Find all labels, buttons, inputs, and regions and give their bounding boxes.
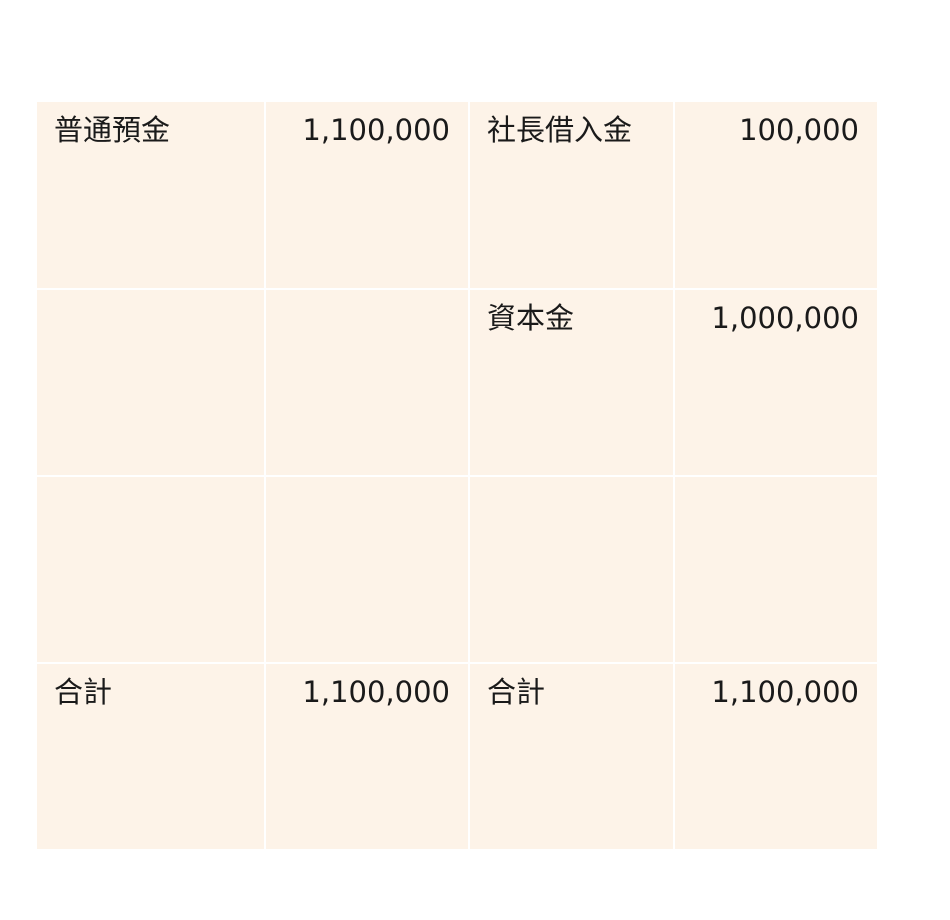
right-amount-cell: 1,000,000	[675, 290, 877, 475]
right-label-cell	[470, 477, 673, 662]
left-label-cell: 普通預金	[37, 102, 264, 288]
right-total-label: 合計	[470, 664, 673, 849]
left-label-cell	[37, 290, 264, 475]
right-label-cell: 社長借入金	[470, 102, 673, 288]
balance-sheet-table: 普通預金 1,100,000 社長借入金 100,000 資本金 1,000,0…	[37, 102, 877, 849]
left-label-cell	[37, 477, 264, 662]
right-amount-cell: 100,000	[675, 102, 877, 288]
right-total-amount: 1,100,000	[675, 664, 877, 849]
left-amount-cell	[266, 290, 468, 475]
left-total-amount: 1,100,000	[266, 664, 468, 849]
left-amount-cell: 1,100,000	[266, 102, 468, 288]
right-amount-cell	[675, 477, 877, 662]
right-label-cell: 資本金	[470, 290, 673, 475]
left-amount-cell	[266, 477, 468, 662]
left-total-label: 合計	[37, 664, 264, 849]
